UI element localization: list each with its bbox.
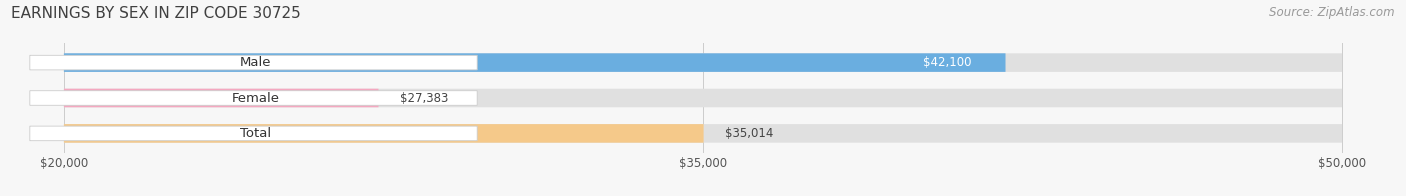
Text: $27,383: $27,383 — [399, 92, 449, 104]
FancyBboxPatch shape — [63, 89, 1343, 107]
FancyBboxPatch shape — [30, 91, 477, 105]
FancyBboxPatch shape — [63, 53, 1343, 72]
FancyBboxPatch shape — [63, 89, 378, 107]
FancyBboxPatch shape — [63, 53, 1005, 72]
FancyBboxPatch shape — [63, 124, 1343, 143]
FancyBboxPatch shape — [63, 124, 703, 143]
Text: $42,100: $42,100 — [922, 56, 972, 69]
FancyBboxPatch shape — [30, 126, 477, 141]
Text: Male: Male — [240, 56, 271, 69]
Text: $35,014: $35,014 — [725, 127, 773, 140]
Text: EARNINGS BY SEX IN ZIP CODE 30725: EARNINGS BY SEX IN ZIP CODE 30725 — [11, 6, 301, 21]
Text: Female: Female — [232, 92, 280, 104]
FancyBboxPatch shape — [30, 55, 477, 70]
Text: Total: Total — [240, 127, 271, 140]
Text: Source: ZipAtlas.com: Source: ZipAtlas.com — [1270, 6, 1395, 19]
